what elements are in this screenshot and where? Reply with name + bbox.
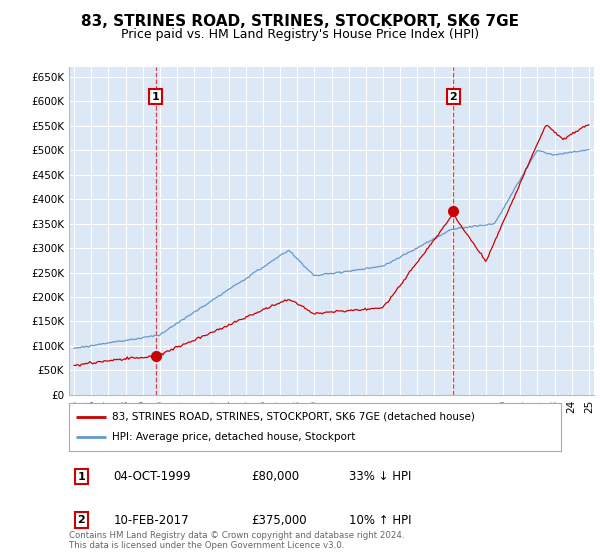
Text: 10% ↑ HPI: 10% ↑ HPI [349,514,412,527]
Text: 83, STRINES ROAD, STRINES, STOCKPORT, SK6 7GE (detached house): 83, STRINES ROAD, STRINES, STOCKPORT, SK… [112,412,475,422]
Text: 2: 2 [77,515,85,525]
Text: 83, STRINES ROAD, STRINES, STOCKPORT, SK6 7GE: 83, STRINES ROAD, STRINES, STOCKPORT, SK… [81,14,519,29]
Text: £80,000: £80,000 [251,470,299,483]
Text: 33% ↓ HPI: 33% ↓ HPI [349,470,412,483]
Text: 04-OCT-1999: 04-OCT-1999 [113,470,191,483]
Text: £375,000: £375,000 [251,514,307,527]
Text: 2: 2 [449,91,457,101]
Text: 1: 1 [152,91,160,101]
Text: Contains HM Land Registry data © Crown copyright and database right 2024.
This d: Contains HM Land Registry data © Crown c… [69,530,404,550]
Text: Price paid vs. HM Land Registry's House Price Index (HPI): Price paid vs. HM Land Registry's House … [121,28,479,41]
Text: HPI: Average price, detached house, Stockport: HPI: Average price, detached house, Stoc… [112,432,355,442]
Text: 1: 1 [77,472,85,482]
Text: 10-FEB-2017: 10-FEB-2017 [113,514,189,527]
